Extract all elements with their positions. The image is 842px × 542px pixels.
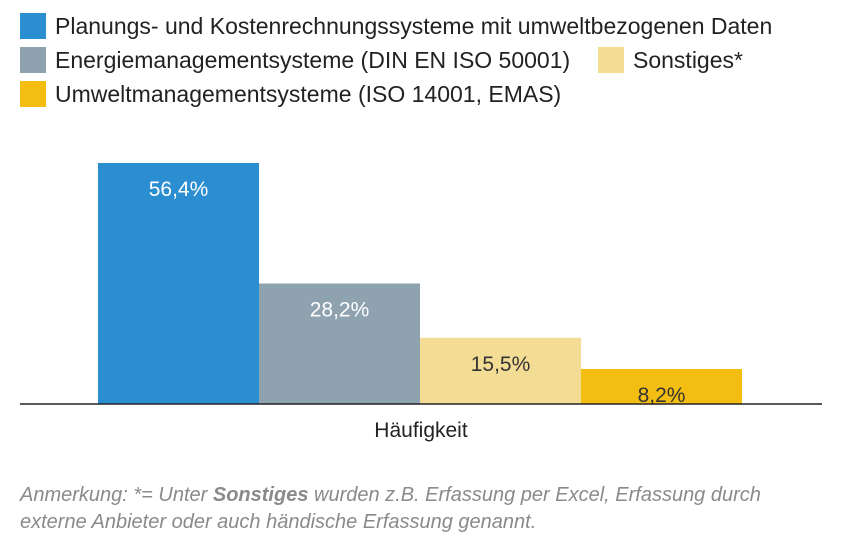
bar-value-label: 15,5% [471,353,531,376]
legend-item: Energiemanagementsysteme (DIN EN ISO 500… [20,47,570,73]
legend-label: Umweltmanagementsysteme (ISO 14001, EMAS… [55,81,561,107]
bar [420,337,581,404]
bar-value-label: 8,2% [638,384,686,407]
chart-legend: Planungs- und Kostenrechnungssysteme mit… [20,13,772,107]
legend-item: Sonstiges* [598,47,743,73]
bar [98,163,259,404]
legend-label: Planungs- und Kostenrechnungssysteme mit… [55,13,772,39]
bar-chart: Planungs- und Kostenrechnungssysteme mit… [20,13,822,442]
bar [581,368,742,404]
bar [259,283,420,404]
footnote-suffix: wurden z.B. Erfassung per Excel, Erfassu… [20,484,761,533]
legend-label: Energiemanagementsysteme (DIN EN ISO 500… [55,47,570,73]
bar-value-label: 28,2% [310,299,370,322]
bar-value-label: 56,4% [149,178,209,201]
legend-swatch [20,47,46,73]
legend-label: Sonstiges* [633,47,743,73]
legend-swatch [20,81,46,107]
chart-bars: 56,4% 28,2% 15,5% 8,2% [98,163,742,407]
footnote-bold-term: Sonstiges [212,484,309,506]
chart-footnote: Anmerkung: *= Unter Sonstiges wurden z.B… [20,482,830,536]
legend-item: Planungs- und Kostenrechnungssysteme mit… [20,13,772,39]
footnote-prefix: Anmerkung: *= Unter [20,484,213,506]
legend-item: Umweltmanagementsysteme (ISO 14001, EMAS… [20,81,561,107]
legend-swatch [598,47,624,73]
legend-swatch [20,13,46,39]
x-axis-label: Häufigkeit [374,419,468,442]
